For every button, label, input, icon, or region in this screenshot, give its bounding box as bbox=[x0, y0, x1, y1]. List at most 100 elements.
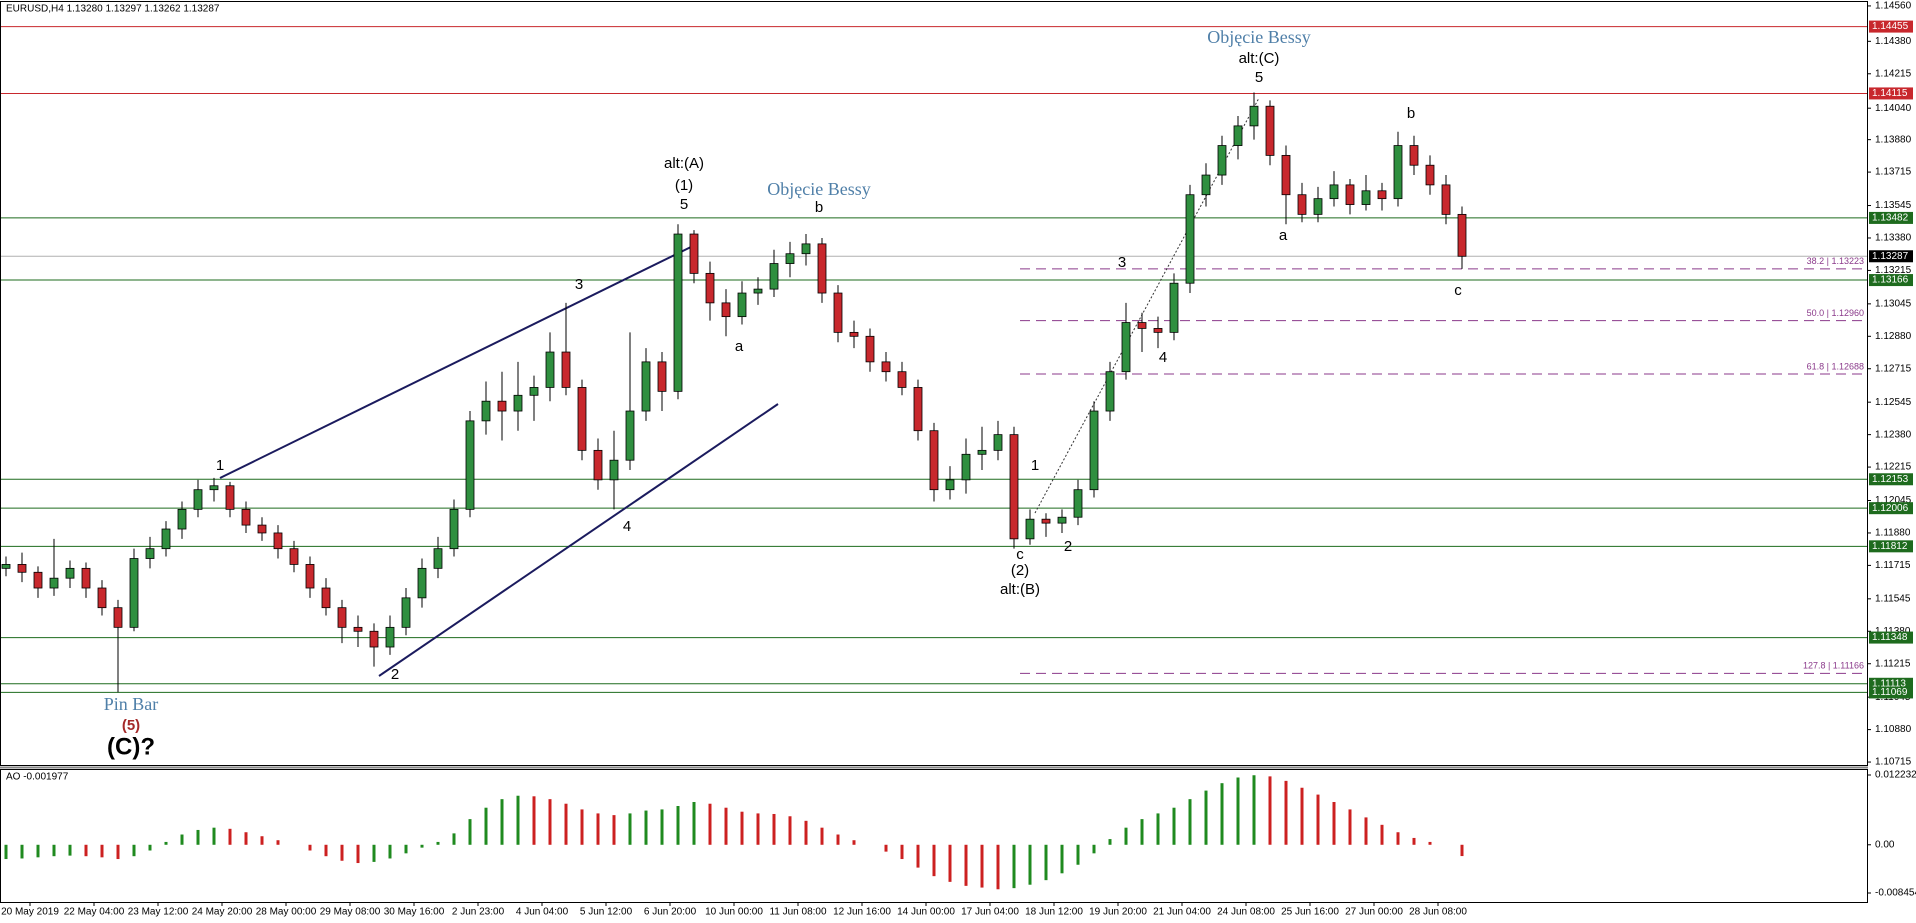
wave-label: alt:(B) bbox=[1000, 581, 1040, 598]
candle-body bbox=[609, 459, 619, 481]
candle-body bbox=[753, 288, 763, 294]
indicator-title: AO -0.001977 bbox=[6, 772, 69, 783]
candle-body bbox=[929, 430, 939, 491]
candle-body bbox=[593, 449, 603, 481]
candle-body bbox=[433, 548, 443, 569]
candle-body bbox=[1169, 282, 1179, 333]
x-tick-label: 10 Jun 00:00 bbox=[705, 907, 763, 918]
x-tick-label: 30 May 16:00 bbox=[384, 907, 445, 918]
candle-body bbox=[113, 607, 123, 628]
level-label-box bbox=[1869, 540, 1913, 553]
candle-body bbox=[801, 243, 811, 255]
chart-header: EURUSD,H4 1.13280 1.13297 1.13262 1.1328… bbox=[6, 4, 220, 15]
candle-body bbox=[657, 361, 667, 392]
x-tick-label: 29 May 08:00 bbox=[320, 907, 381, 918]
candle-body bbox=[177, 508, 187, 530]
candle-body bbox=[817, 243, 827, 294]
candle-body bbox=[1329, 184, 1339, 200]
indicator-y-tick-label: -0.008454 bbox=[1875, 888, 1916, 899]
y-tick-label: 1.13045 bbox=[1875, 298, 1912, 309]
candle-body bbox=[721, 302, 731, 318]
candle-body bbox=[1233, 125, 1243, 146]
level-label: 1.13482 bbox=[1872, 213, 1909, 224]
x-tick-label: 5 Jun 12:00 bbox=[580, 907, 633, 918]
candle-body bbox=[49, 577, 59, 589]
candle-body bbox=[1457, 213, 1467, 257]
candle-body bbox=[225, 485, 235, 510]
candle-body bbox=[241, 508, 251, 526]
candle-body bbox=[513, 394, 523, 412]
candle-body bbox=[577, 387, 587, 451]
fib-label: 127.8 | 1.11166 bbox=[1803, 661, 1864, 671]
candle-body bbox=[993, 434, 1003, 451]
wave-label: 4 bbox=[1159, 349, 1167, 366]
candle-body bbox=[673, 233, 683, 392]
y-tick-label: 1.14215 bbox=[1875, 68, 1912, 79]
y-tick-label: 1.10715 bbox=[1875, 757, 1912, 768]
indicator-panel-frame bbox=[0, 769, 1868, 903]
x-tick-label: 20 May 2019 bbox=[1, 907, 59, 918]
level-label: 1.12006 bbox=[1872, 503, 1909, 514]
candle-body bbox=[1153, 328, 1163, 333]
candle-body bbox=[65, 567, 75, 579]
candle-body bbox=[1425, 164, 1435, 186]
wave-label: a bbox=[1279, 227, 1288, 244]
y-tick-label: 1.13880 bbox=[1875, 134, 1912, 145]
candle-body bbox=[625, 410, 635, 461]
annotation-layer: Objęcie Bessy alt:(C) 5 Objęcie Bessy alt:(A… bbox=[104, 27, 1463, 760]
wave-label: b bbox=[1407, 105, 1415, 122]
candle-body bbox=[1, 564, 11, 569]
candle-body bbox=[401, 597, 411, 628]
channel-line bbox=[378, 403, 779, 677]
candle-body bbox=[33, 571, 43, 589]
candle-body bbox=[449, 508, 459, 550]
fib-label: 50.0 | 1.12960 bbox=[1807, 308, 1864, 318]
level-label: 1.12153 bbox=[1872, 474, 1909, 485]
candle-body bbox=[961, 453, 971, 481]
y-tick-label: 1.13215 bbox=[1875, 265, 1912, 276]
y-tick-label: 1.12380 bbox=[1875, 429, 1912, 440]
level-label: 1.14455 bbox=[1872, 21, 1909, 32]
candle-body bbox=[769, 263, 779, 290]
candle-body bbox=[689, 233, 699, 274]
y-tick-label: 1.12045 bbox=[1875, 495, 1912, 506]
wave-label: (5) bbox=[122, 717, 140, 734]
fib-label: 61.8 | 1.12688 bbox=[1807, 361, 1864, 371]
wave-label: (2) bbox=[1011, 562, 1029, 579]
candle-body bbox=[97, 587, 107, 609]
indicator-y-tick-label: 0.012232 bbox=[1875, 770, 1916, 781]
x-tick-label: 25 Jun 16:00 bbox=[1281, 907, 1339, 918]
y-tick-label: 1.11880 bbox=[1875, 528, 1911, 539]
candle-body bbox=[497, 400, 507, 412]
candle-body bbox=[1121, 322, 1131, 373]
indicator-y-tick-label: 0.00 bbox=[1875, 839, 1895, 850]
candle-body bbox=[129, 558, 139, 628]
candle-body bbox=[1281, 154, 1291, 196]
x-tick-label: 23 May 12:00 bbox=[128, 907, 189, 918]
candle-body bbox=[1249, 105, 1259, 127]
candle-body bbox=[641, 361, 651, 412]
x-tick-label: 18 Jun 12:00 bbox=[1025, 907, 1083, 918]
wave-label: alt:(A) bbox=[664, 155, 704, 172]
y-tick-label: 1.11380 bbox=[1875, 626, 1911, 637]
candle-body bbox=[1089, 410, 1099, 491]
wave-label: 2 bbox=[1064, 538, 1072, 555]
level-layer: 38.2 | 1.13223 50.0 | 1.12960 61.8 | 1.126… bbox=[1, 26, 1867, 693]
x-tick-label: 24 Jun 08:00 bbox=[1217, 907, 1275, 918]
candle-body bbox=[321, 587, 331, 609]
candle-body bbox=[1441, 184, 1451, 215]
level-label: 1.13166 bbox=[1872, 275, 1909, 286]
wave-label: Objęcie Bessy bbox=[1207, 27, 1310, 47]
y-tick-label: 1.14560 bbox=[1875, 1, 1912, 12]
candle-body bbox=[1361, 190, 1371, 205]
wave-label: (C)? bbox=[107, 733, 155, 760]
wave-label: 2 bbox=[391, 666, 399, 683]
candle-body bbox=[561, 351, 571, 388]
y-tick-label: 1.14040 bbox=[1875, 103, 1912, 114]
x-tick-label: 6 Jun 20:00 bbox=[644, 907, 697, 918]
candle-body bbox=[1185, 194, 1195, 284]
x-tick-label: 4 Jun 04:00 bbox=[516, 907, 569, 918]
